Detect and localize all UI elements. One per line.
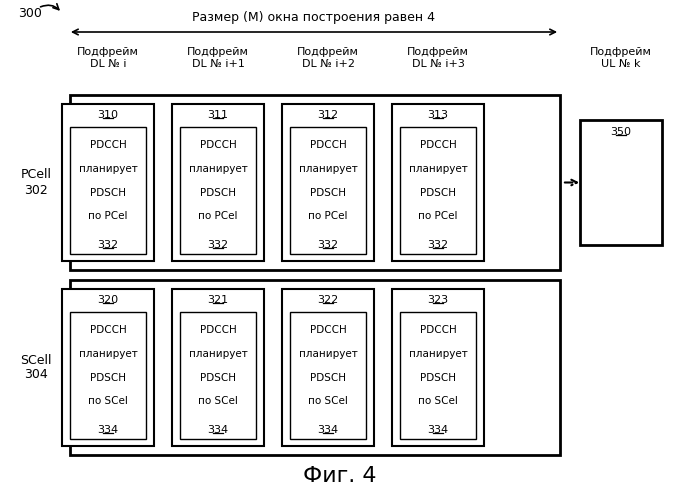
Text: SCell
304: SCell 304	[20, 354, 52, 382]
Text: Подфрейм
DL № i+3: Подфрейм DL № i+3	[407, 47, 469, 68]
Text: Подфрейм
DL № i+2: Подфрейм DL № i+2	[297, 47, 359, 68]
Text: PDSCH: PDSCH	[90, 188, 126, 198]
Text: PCell
302: PCell 302	[20, 168, 52, 196]
Text: планирует: планирует	[299, 349, 358, 359]
Text: 332: 332	[97, 240, 118, 250]
Text: PDCCH: PDCCH	[309, 140, 346, 150]
Text: Подфрейм
UL № k: Подфрейм UL № k	[590, 47, 652, 68]
FancyBboxPatch shape	[70, 280, 560, 455]
FancyBboxPatch shape	[180, 127, 256, 254]
Text: планирует: планирует	[188, 349, 248, 359]
FancyBboxPatch shape	[400, 127, 476, 254]
Text: планирует: планирует	[299, 164, 358, 174]
FancyBboxPatch shape	[290, 312, 366, 439]
Text: 310: 310	[97, 110, 118, 120]
Text: PDCCH: PDCCH	[200, 140, 237, 150]
FancyBboxPatch shape	[172, 289, 264, 446]
FancyBboxPatch shape	[400, 312, 476, 439]
Text: 332: 332	[428, 240, 449, 250]
Text: 311: 311	[207, 110, 228, 120]
Text: по PCel: по PCel	[308, 212, 347, 222]
Text: PDSCH: PDSCH	[200, 188, 236, 198]
Text: PDSCH: PDSCH	[90, 372, 126, 382]
Text: 334: 334	[97, 425, 118, 435]
FancyBboxPatch shape	[392, 289, 484, 446]
FancyBboxPatch shape	[282, 104, 374, 261]
FancyBboxPatch shape	[282, 289, 374, 446]
Text: PDCCH: PDCCH	[309, 325, 346, 335]
Text: PDCCH: PDCCH	[420, 140, 456, 150]
Text: Фиг. 4: Фиг. 4	[303, 466, 377, 486]
Text: планирует: планирует	[79, 164, 137, 174]
Text: по PCel: по PCel	[199, 212, 238, 222]
FancyBboxPatch shape	[580, 120, 662, 245]
Text: планирует: планирует	[188, 164, 248, 174]
Text: по SCel: по SCel	[418, 396, 458, 406]
Text: Подфрейм
DL № i: Подфрейм DL № i	[77, 47, 139, 68]
Text: 334: 334	[207, 425, 228, 435]
Text: планирует: планирует	[79, 349, 137, 359]
FancyBboxPatch shape	[392, 104, 484, 261]
Text: планирует: планирует	[409, 349, 467, 359]
FancyBboxPatch shape	[172, 104, 264, 261]
FancyBboxPatch shape	[290, 127, 366, 254]
FancyBboxPatch shape	[70, 127, 146, 254]
Text: 332: 332	[318, 240, 339, 250]
Text: PDSCH: PDSCH	[200, 372, 236, 382]
Text: PDCCH: PDCCH	[200, 325, 237, 335]
Text: 334: 334	[318, 425, 339, 435]
Text: 300: 300	[18, 7, 42, 20]
Text: 350: 350	[611, 127, 632, 137]
Text: 323: 323	[428, 295, 449, 305]
Text: планирует: планирует	[409, 164, 467, 174]
Text: по SCel: по SCel	[308, 396, 348, 406]
Text: 312: 312	[318, 110, 339, 120]
Text: PDSCH: PDSCH	[420, 372, 456, 382]
Text: по PCel: по PCel	[88, 212, 128, 222]
FancyBboxPatch shape	[62, 289, 154, 446]
Text: 321: 321	[207, 295, 228, 305]
FancyBboxPatch shape	[180, 312, 256, 439]
Text: PDCCH: PDCCH	[90, 325, 126, 335]
Text: 313: 313	[428, 110, 449, 120]
Text: по PCel: по PCel	[418, 212, 458, 222]
Text: 322: 322	[318, 295, 339, 305]
Text: 320: 320	[97, 295, 118, 305]
Text: PDSCH: PDSCH	[310, 372, 346, 382]
Text: PDSCH: PDSCH	[420, 188, 456, 198]
Text: 334: 334	[428, 425, 449, 435]
Text: PDSCH: PDSCH	[310, 188, 346, 198]
Text: PDCCH: PDCCH	[420, 325, 456, 335]
Text: по SCel: по SCel	[198, 396, 238, 406]
Text: 332: 332	[207, 240, 228, 250]
FancyBboxPatch shape	[70, 312, 146, 439]
Text: по SCel: по SCel	[88, 396, 128, 406]
Text: PDCCH: PDCCH	[90, 140, 126, 150]
Text: Размер (М) окна построения равен 4: Размер (М) окна построения равен 4	[192, 11, 435, 24]
FancyBboxPatch shape	[70, 95, 560, 270]
FancyBboxPatch shape	[62, 104, 154, 261]
Text: Подфрейм
DL № i+1: Подфрейм DL № i+1	[187, 47, 249, 68]
